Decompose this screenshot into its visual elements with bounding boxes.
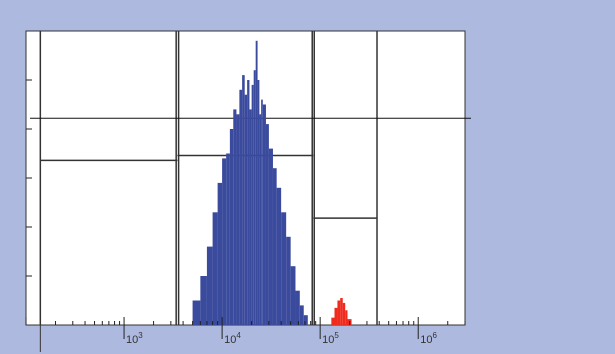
histogram-bar [259, 114, 262, 325]
histogram-bar [342, 302, 346, 325]
x-tick-labels: 103 104 105 106 [126, 331, 437, 346]
x-axis [25, 317, 466, 352]
histogram-bar [255, 40, 258, 326]
histogram-bar [242, 75, 245, 325]
x-tick-label: 105 [322, 331, 339, 346]
tick-label-exponent: 6 [432, 331, 437, 340]
tick-label-base: 10 [322, 334, 334, 346]
histogram-bar [226, 153, 230, 325]
histogram-bar [295, 290, 300, 325]
histogram-bar [345, 310, 348, 325]
histogram-bar [257, 80, 260, 325]
tick-label-base: 10 [420, 334, 432, 346]
tick-label-exponent: 4 [236, 331, 241, 340]
histogram-bar [281, 212, 287, 325]
histogram-bar [200, 276, 207, 325]
histogram-bar [217, 182, 223, 325]
histogram-bar [290, 266, 296, 325]
histogram-bar [253, 70, 256, 325]
histogram-bar [303, 315, 308, 325]
x-tick-label: 106 [420, 331, 437, 346]
histogram-bars [192, 40, 352, 326]
histogram-bar [229, 129, 234, 325]
tick-label-exponent: 5 [334, 331, 339, 340]
histogram-bar [192, 300, 201, 325]
gate-regions [30, 31, 471, 325]
tick-label-base: 10 [126, 334, 138, 346]
tick-label-exponent: 3 [138, 331, 143, 340]
histogram-bar [244, 94, 248, 325]
histogram-bar [334, 307, 338, 325]
y-axis-ticks [26, 79, 32, 277]
histogram-bar [286, 236, 291, 325]
histogram-bar [331, 317, 335, 325]
tick-label-base: 10 [224, 334, 236, 346]
x-tick-label: 103 [126, 331, 143, 346]
histogram-bar [262, 104, 266, 325]
histogram-bar [249, 109, 252, 326]
histogram-bar [272, 168, 277, 325]
histogram-bar [222, 158, 227, 325]
histogram-bar [268, 148, 273, 325]
x-tick-label: 104 [224, 331, 241, 346]
histogram-bar [265, 124, 269, 325]
histogram-bar [236, 114, 240, 325]
histogram-bar [340, 298, 343, 325]
histogram-bar [233, 109, 237, 326]
histogram-bar [299, 305, 304, 325]
histogram-bar [212, 212, 218, 325]
histogram-bar [261, 99, 263, 325]
histogram-bar [247, 80, 250, 325]
histogram-bar [276, 187, 282, 325]
histogram-bar [251, 84, 254, 326]
histogram-bar [239, 89, 243, 325]
histogram-bar [337, 300, 341, 325]
histogram-bar [206, 246, 213, 325]
